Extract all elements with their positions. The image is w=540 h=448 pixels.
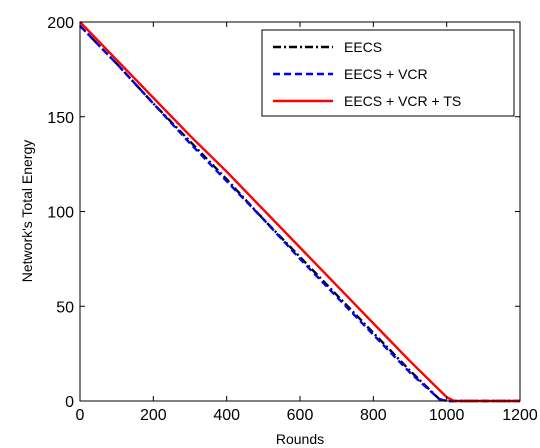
series-line-2 xyxy=(79,24,520,403)
x-tick-label: 200 xyxy=(140,407,167,424)
legend-label-1: EECS xyxy=(344,39,382,55)
x-tick-label: 400 xyxy=(213,407,240,424)
legend-label-2: EECS + VCR xyxy=(344,66,428,82)
x-tick-label: 1000 xyxy=(429,407,465,424)
y-axis-title: Network's Total Energy xyxy=(19,140,35,282)
x-tick-label: 600 xyxy=(287,407,314,424)
y-tick-label: 100 xyxy=(47,205,74,222)
y-tick-label: 0 xyxy=(65,394,74,411)
x-tick-label: 800 xyxy=(360,407,387,424)
legend: EECS EECS + VCR EECS + VCR + TS xyxy=(261,29,515,117)
x-tick-label: 1200 xyxy=(502,407,538,424)
legend-label-3: EECS + VCR + TS xyxy=(344,93,461,109)
ticks-layer: 0 200 400 600 800 1000 1200 0 50 100 150 200 xyxy=(47,15,538,424)
y-tick-label: 150 xyxy=(47,110,74,127)
x-axis-title: Rounds xyxy=(276,431,324,447)
y-tick-label: 50 xyxy=(56,299,74,316)
y-tick-label: 200 xyxy=(47,15,74,32)
x-tick-label: 0 xyxy=(76,407,85,424)
